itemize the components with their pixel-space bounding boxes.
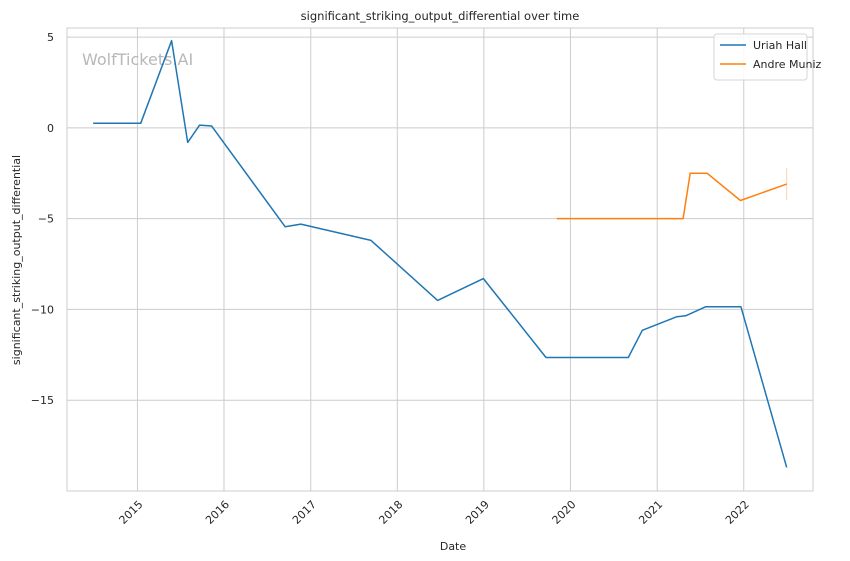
y-axis-label: significant_striking_output_differential — [10, 155, 23, 365]
y-tick-labels: 5 0 −5 −10 −15 — [31, 31, 54, 407]
watermark: WolfTickets.AI — [82, 50, 193, 69]
legend-label-andre-muniz: Andre Muniz — [753, 58, 822, 71]
plot-frame — [66, 27, 814, 492]
chart-title: significant_striking_output_differential… — [301, 9, 580, 23]
grid — [67, 28, 813, 491]
y-tick-label: 0 — [47, 122, 54, 135]
y-tick-label: −5 — [38, 213, 54, 226]
y-tick-label: −10 — [31, 303, 54, 316]
x-axis-label: Date — [440, 540, 467, 553]
legend: Uriah Hall Andre Muniz — [713, 33, 822, 81]
legend-label-uriah-hall: Uriah Hall — [753, 39, 807, 52]
series-lines — [93, 39, 788, 468]
y-tick-label: 5 — [47, 31, 54, 44]
series-line-andre-muniz — [556, 172, 787, 220]
series-line-uriah-hall — [93, 39, 788, 468]
y-tick-label: −15 — [31, 394, 54, 407]
